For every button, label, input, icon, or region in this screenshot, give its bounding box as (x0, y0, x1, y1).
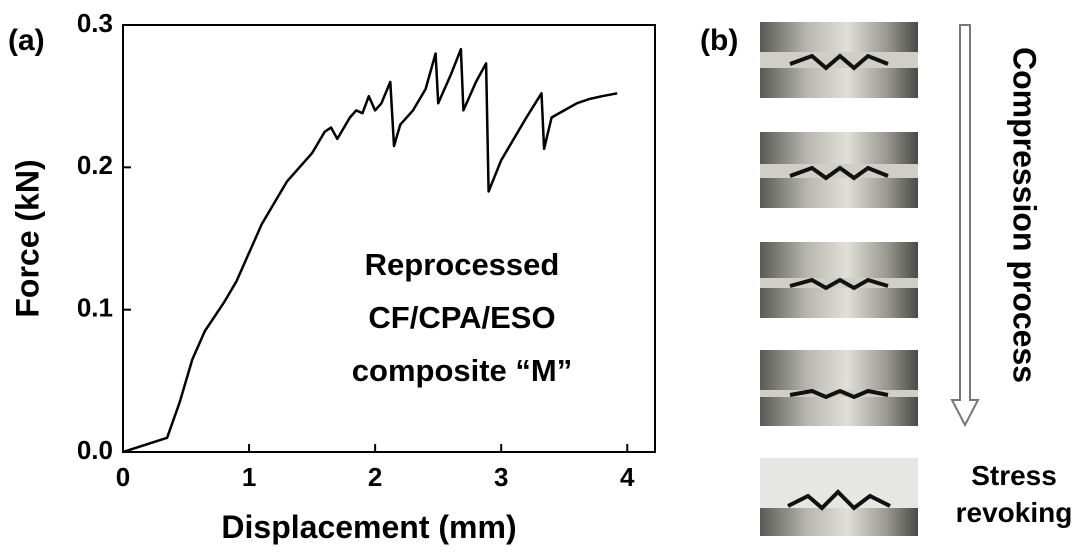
y-tick-label: 0.3 (77, 8, 113, 38)
process-arrow (950, 24, 980, 428)
chart: 0 1 2 3 4 0.0 0.1 0.2 0.3 Displacement (mm) Force … (9, 8, 656, 545)
annotation: CF/CPA/ESO (368, 300, 555, 335)
panel-label: (b) (700, 24, 738, 57)
end-label: revoking (956, 497, 1073, 528)
panel-label: (a) (8, 24, 45, 57)
photo (760, 458, 918, 536)
x-tick-label: 2 (368, 462, 382, 492)
data-line (122, 47, 618, 454)
end-label: Stress (971, 460, 1057, 491)
x-tick-label: 1 (242, 462, 256, 492)
photo (760, 22, 918, 98)
x-tick-label: 4 (620, 462, 635, 492)
y-tick-label: 0.2 (77, 150, 113, 180)
process-label: Compression process (1007, 47, 1043, 383)
y-axis-title: Force (kN) (9, 159, 45, 317)
photo (760, 132, 918, 208)
annotation: composite “M” (352, 353, 572, 388)
x-tick-label: 0 (116, 462, 130, 492)
annotation: Reprocessed (365, 247, 560, 282)
x-tick-label: 3 (494, 462, 508, 492)
y-tick-label: 0.0 (77, 435, 113, 465)
photo-strip (760, 22, 918, 536)
photo (760, 350, 918, 426)
y-tick-label: 0.1 (77, 293, 113, 323)
x-axis-title: Displacement (mm) (221, 509, 516, 545)
plot-frame (122, 24, 656, 453)
photo (760, 242, 918, 318)
